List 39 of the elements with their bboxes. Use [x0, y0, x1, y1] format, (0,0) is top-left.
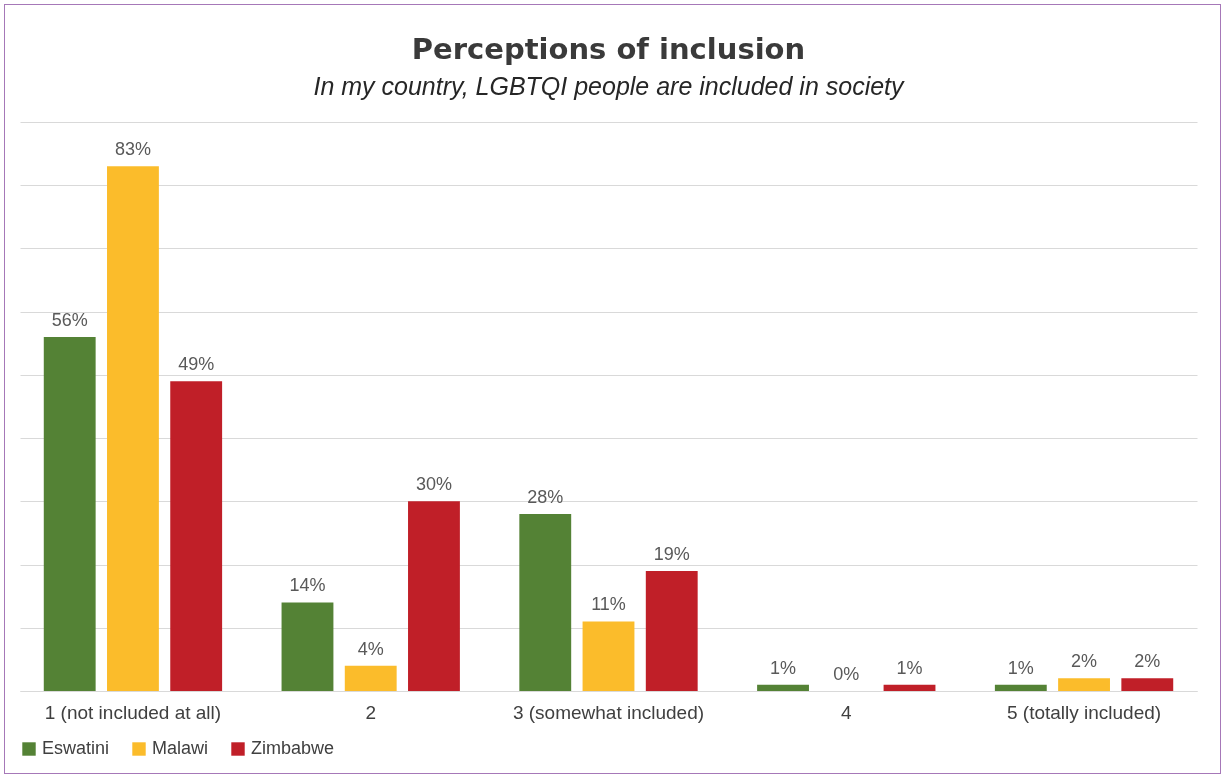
data-label: 56% — [51, 309, 88, 330]
x-tick-label: 3 (somewhat included) — [512, 701, 705, 723]
bar — [519, 513, 572, 691]
x-tick-label: 1 (not included at all) — [44, 701, 222, 723]
bar — [645, 570, 698, 691]
data-label: 28% — [527, 486, 564, 507]
data-label: 1% — [770, 657, 797, 678]
bar — [408, 501, 460, 691]
data-label: 1% — [896, 657, 923, 678]
data-label: 30% — [415, 474, 452, 495]
legend-label: Eswatini — [42, 738, 110, 758]
data-label: 49% — [178, 354, 215, 375]
x-tick-label: 5 (totally included) — [1006, 701, 1162, 723]
bar — [1058, 678, 1110, 691]
data-label: 4% — [357, 638, 384, 659]
data-label: 1% — [1007, 657, 1034, 678]
data-label: 83% — [114, 139, 151, 160]
chart-title: Perceptions of inclusion — [411, 32, 806, 66]
bar — [994, 684, 1047, 691]
data-label: 2% — [1134, 651, 1161, 672]
x-tick-label: 4 — [840, 701, 852, 723]
data-label: 14% — [289, 575, 326, 596]
bar — [757, 684, 809, 691]
bar — [1121, 678, 1174, 691]
data-label: 2% — [1071, 651, 1098, 672]
x-tick-label: 2 — [365, 701, 377, 723]
bar — [883, 684, 936, 691]
data-label: 19% — [653, 543, 690, 564]
bar — [582, 621, 635, 691]
data-label: 11% — [591, 594, 626, 615]
bar — [170, 381, 223, 691]
bar — [281, 602, 334, 691]
bar — [344, 665, 397, 691]
legend-label: Zimbabwe — [251, 738, 335, 758]
chart-subtitle: In my country, LGBTQI people are included in society — [313, 72, 906, 100]
data-label: 0% — [833, 664, 860, 684]
bar — [107, 166, 159, 691]
bar — [43, 336, 96, 691]
legend-label: Malawi — [152, 738, 209, 758]
